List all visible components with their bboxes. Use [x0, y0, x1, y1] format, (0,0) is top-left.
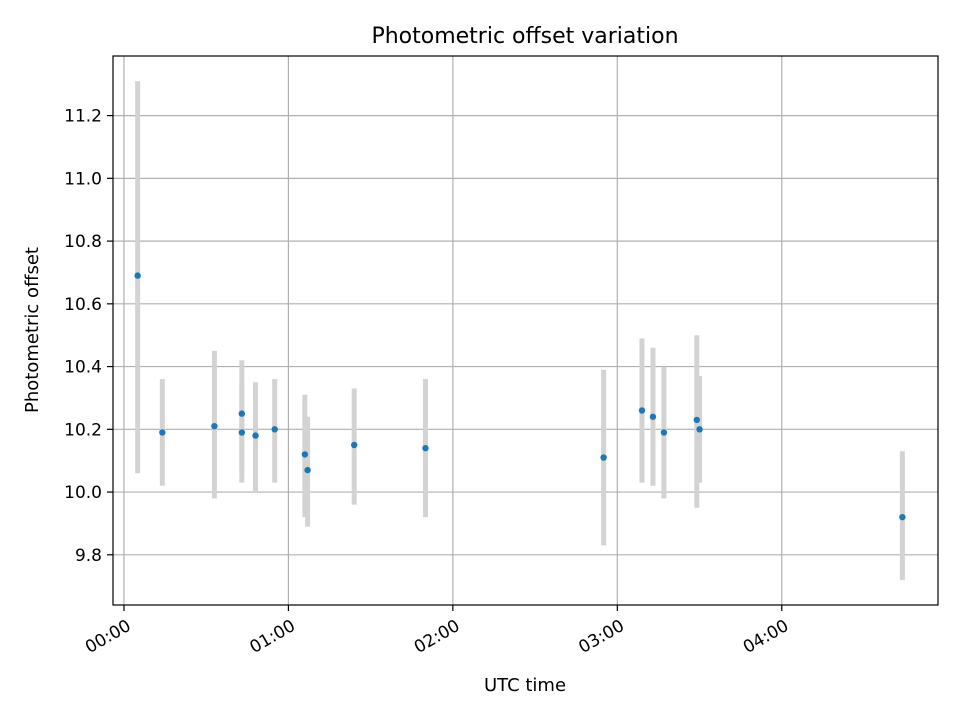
data-points: [134, 272, 906, 521]
chart-title: Photometric offset variation: [371, 24, 678, 49]
data-point: [422, 444, 429, 452]
y-tick-label: 10.6: [64, 295, 102, 315]
y-tick-label: 10.8: [64, 232, 102, 252]
data-point: [238, 410, 246, 417]
data-point: [134, 272, 141, 279]
data-point: [252, 432, 259, 439]
data-point: [271, 426, 278, 433]
data-point: [350, 441, 358, 449]
plot-area: [113, 56, 938, 605]
data-point: [304, 466, 311, 474]
data-point: [301, 451, 309, 458]
data-point: [899, 513, 906, 521]
y-tick-label: 10.2: [64, 420, 102, 440]
data-point: [211, 422, 218, 430]
data-point: [660, 429, 668, 436]
y-tick-label: 11.2: [64, 107, 102, 127]
y-tick-label: 11.0: [64, 169, 102, 189]
x-axis-label: UTC time: [484, 675, 566, 696]
y-tick-label: 10.4: [64, 358, 102, 378]
data-point: [159, 429, 166, 436]
data-point: [649, 413, 657, 420]
data-point: [638, 407, 646, 414]
data-point: [693, 416, 701, 424]
y-axis: 9.8 10.0 10.2 10.4 10.6 10.8 11.0 11.2: [64, 107, 113, 566]
y-tick-label: 9.8: [75, 546, 102, 566]
data-point: [696, 426, 703, 433]
data-point: [600, 454, 607, 461]
plot-frame: [112, 55, 939, 606]
data-point: [238, 429, 246, 436]
y-tick-label: 10.0: [64, 483, 102, 503]
grid-lines: [113, 56, 938, 605]
y-axis-label: Photometric offset: [22, 247, 43, 413]
